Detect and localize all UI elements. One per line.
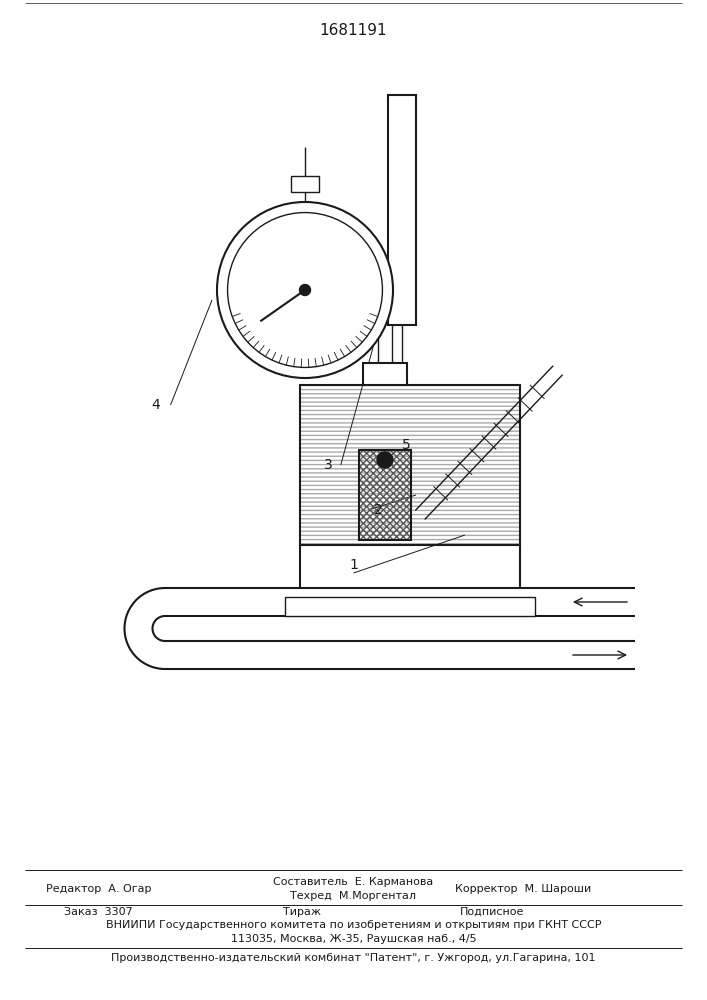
Text: 113035, Москва, Ж-35, Раушская наб., 4/5: 113035, Москва, Ж-35, Раушская наб., 4/5 (230, 934, 477, 944)
Text: 1681191: 1681191 (320, 23, 387, 38)
Text: Редактор  А. Огар: Редактор А. Огар (46, 884, 152, 894)
Text: Тираж: Тираж (283, 907, 321, 917)
Bar (300, 385, 520, 545)
Bar (359, 450, 411, 540)
Circle shape (217, 202, 393, 378)
Text: 3: 3 (325, 458, 333, 472)
Bar (363, 363, 407, 385)
Bar (359, 450, 411, 540)
Text: Корректор  М. Шароши: Корректор М. Шароши (455, 884, 591, 894)
Bar (388, 95, 416, 325)
Circle shape (300, 284, 310, 296)
Text: 5: 5 (402, 438, 411, 452)
Text: Заказ  3307: Заказ 3307 (64, 907, 132, 917)
Circle shape (377, 452, 393, 468)
Bar (300, 385, 520, 545)
Text: 2: 2 (374, 503, 382, 517)
Circle shape (228, 213, 382, 367)
Text: Производственно-издательский комбинат "Патент", г. Ужгород, ул.Гагарина, 101: Производственно-издательский комбинат "П… (111, 953, 596, 963)
Text: 4: 4 (151, 398, 160, 412)
Text: ВНИИПИ Государственного комитета по изобретениям и открытиям при ГКНТ СССР: ВНИИПИ Государственного комитета по изоб… (106, 920, 601, 930)
Text: Техред  М.Моргентал: Техред М.Моргентал (291, 891, 416, 901)
Text: 1: 1 (349, 558, 358, 572)
Bar (291, 176, 319, 192)
Text: Подписное: Подписное (460, 907, 524, 917)
Text: Составитель  Е. Карманова: Составитель Е. Карманова (274, 877, 433, 887)
Bar (285, 597, 535, 616)
